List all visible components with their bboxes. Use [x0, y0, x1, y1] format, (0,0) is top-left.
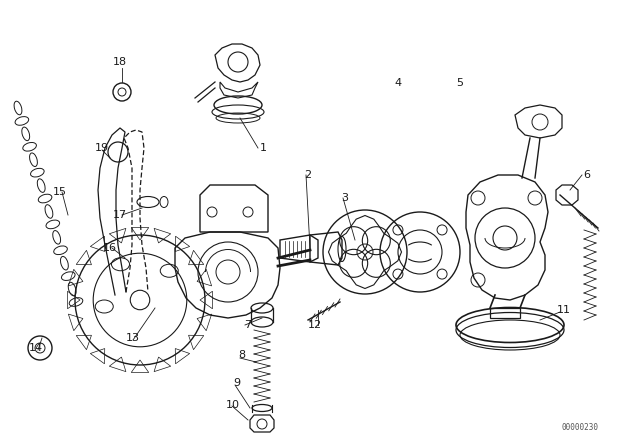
- Text: 19: 19: [95, 143, 109, 153]
- Text: 12: 12: [308, 320, 322, 330]
- Text: 2: 2: [305, 170, 312, 180]
- Text: 16: 16: [103, 243, 117, 253]
- Text: 14: 14: [29, 343, 43, 353]
- Text: 11: 11: [557, 305, 571, 315]
- Text: 7: 7: [244, 320, 252, 330]
- Text: 9: 9: [234, 378, 241, 388]
- Text: 3: 3: [342, 193, 349, 203]
- Text: 15: 15: [53, 187, 67, 197]
- Text: 13: 13: [126, 333, 140, 343]
- Text: 10: 10: [226, 400, 240, 410]
- Text: 00000230: 00000230: [561, 423, 598, 432]
- Text: 17: 17: [113, 210, 127, 220]
- Text: 1: 1: [259, 143, 266, 153]
- Text: 4: 4: [394, 78, 401, 88]
- Text: 6: 6: [584, 170, 591, 180]
- Text: 5: 5: [456, 78, 463, 88]
- Text: 8: 8: [239, 350, 246, 360]
- Text: 18: 18: [113, 57, 127, 67]
